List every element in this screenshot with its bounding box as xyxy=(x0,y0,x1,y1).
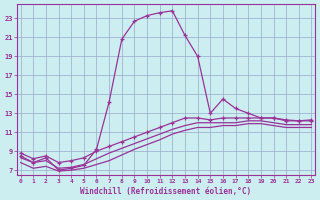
X-axis label: Windchill (Refroidissement éolien,°C): Windchill (Refroidissement éolien,°C) xyxy=(80,187,252,196)
